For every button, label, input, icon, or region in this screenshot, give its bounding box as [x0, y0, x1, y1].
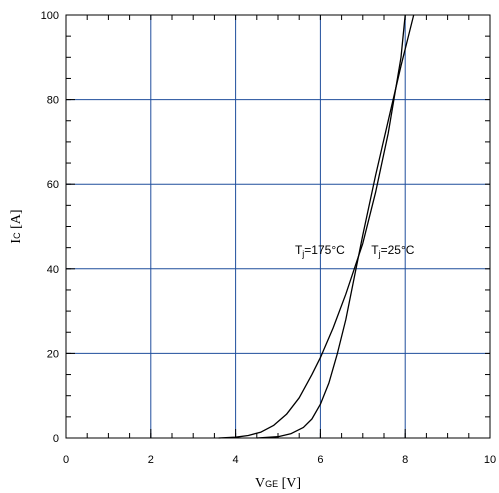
series-line-1 [256, 14, 415, 439]
y-axis-title-main: I [9, 239, 24, 244]
x-axis-title: VGE [V] [255, 476, 301, 491]
series-line-0 [218, 14, 406, 439]
y-tick-label: 0 [53, 433, 59, 445]
y-tick-label: 20 [47, 348, 59, 360]
x-tick-labels: 0 2 4 6 8 10 [63, 454, 496, 466]
plot-frame [65, 14, 491, 439]
x-axis-title-sub: GE [265, 479, 278, 489]
y-axis-title-unit: [A] [9, 209, 24, 232]
minor-ticks [65, 14, 491, 439]
y-tick-label: 100 [41, 10, 59, 22]
y-axis-title-sub: C [12, 232, 22, 239]
annotation-tj-25: Tj=25°C [371, 243, 414, 259]
grid [66, 15, 490, 438]
major-ticks [65, 14, 491, 439]
series-lines [218, 14, 415, 439]
x-tick-label: 8 [402, 454, 408, 466]
y-tick-label: 80 [47, 95, 59, 107]
x-axis-title-unit: [V] [278, 476, 301, 491]
x-tick-label: 0 [63, 454, 69, 466]
annotation-tj-175: Tj=175°C [295, 243, 345, 259]
y-tick-label: 40 [47, 264, 59, 276]
x-tick-label: 6 [317, 454, 323, 466]
x-tick-label: 10 [484, 454, 496, 466]
x-tick-label: 2 [148, 454, 154, 466]
x-tick-label: 4 [233, 454, 239, 466]
y-tick-label: 60 [47, 179, 59, 191]
y-axis-title: IC [A] [9, 209, 24, 243]
y-tick-labels: 0 20 40 60 80 100 [41, 10, 59, 445]
x-axis-title-main: V [255, 476, 265, 491]
